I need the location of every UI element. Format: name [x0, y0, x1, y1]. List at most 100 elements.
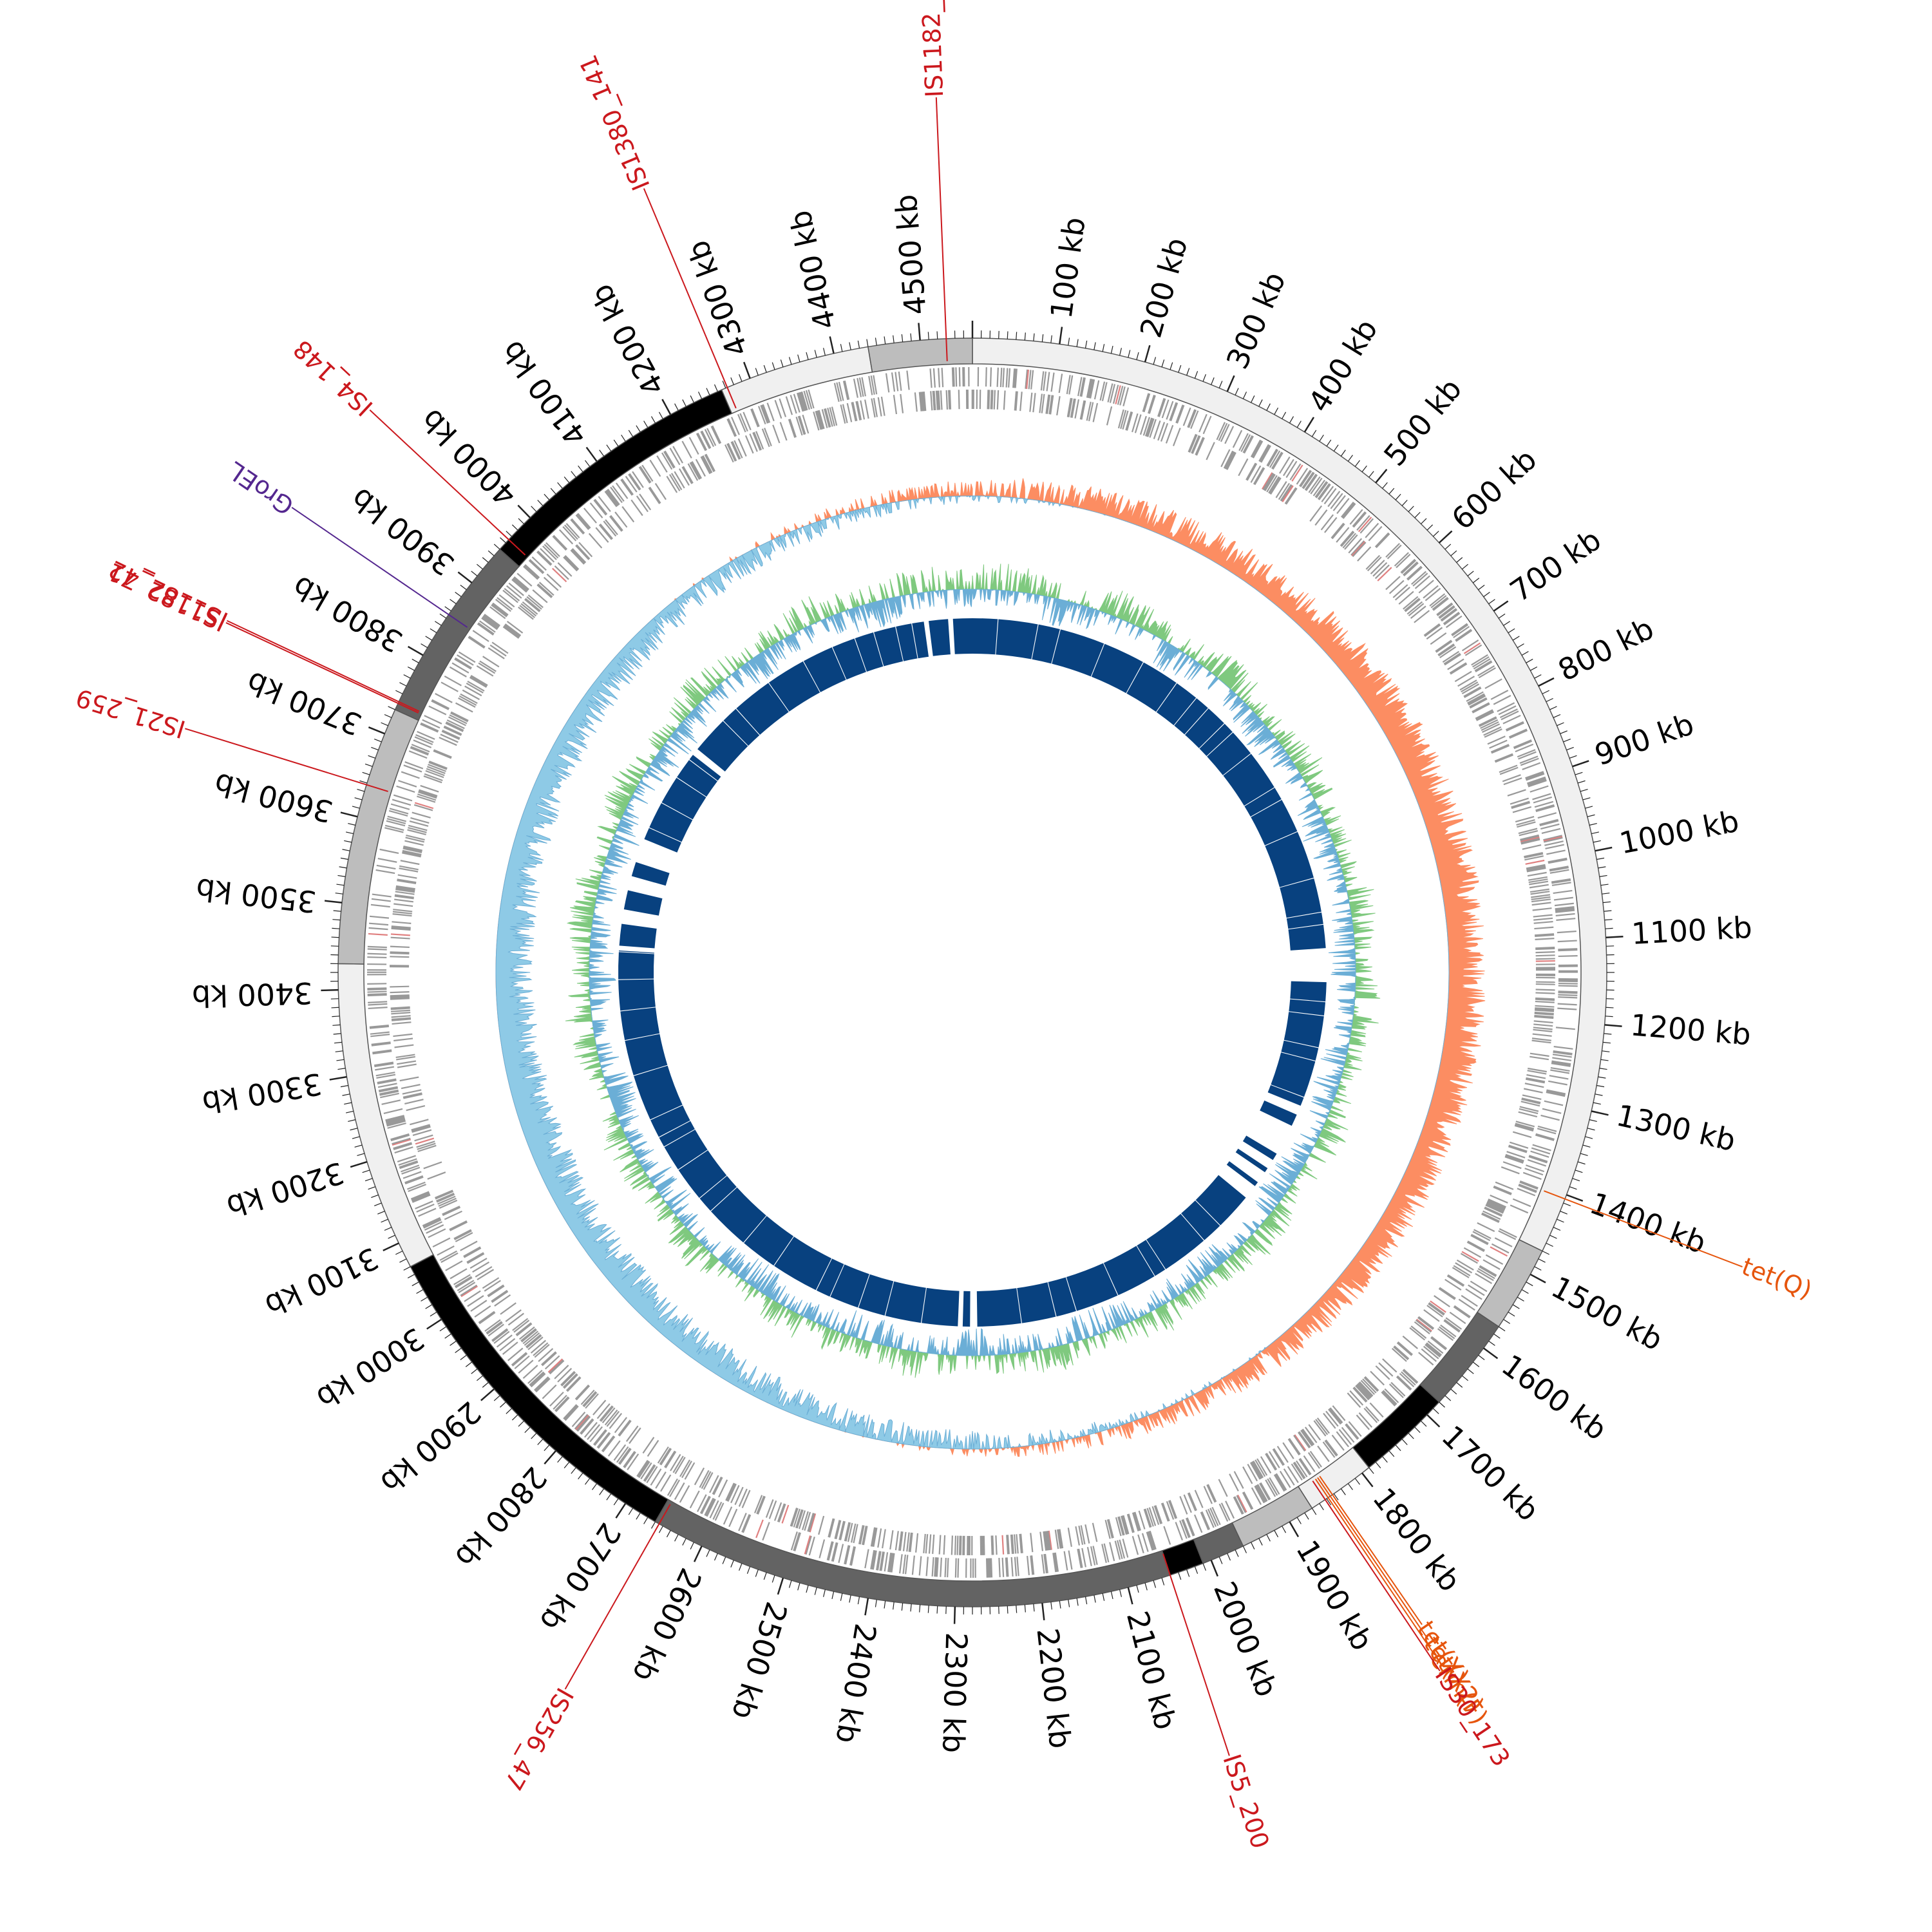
gene-mark [458, 697, 476, 708]
gene-mark [474, 1305, 491, 1318]
gene-mark [1439, 1287, 1456, 1300]
gene-mark [439, 737, 457, 746]
tick-label: 2300 kb [936, 1632, 974, 1754]
gene-mark [580, 1389, 595, 1405]
gene-mark [445, 1260, 463, 1271]
gene-mark [440, 1252, 459, 1264]
gene-mark [390, 1007, 410, 1010]
gene-mark [1166, 401, 1174, 420]
minor-tick [439, 1326, 447, 1332]
gene-mark [1305, 474, 1318, 491]
gene-mark [1510, 1204, 1529, 1214]
tick-label: 2500 kb [725, 1598, 795, 1723]
gene-mark [941, 368, 944, 388]
gene-mark [427, 1171, 446, 1180]
gene-mark [898, 371, 902, 391]
gene-mark [396, 785, 415, 793]
gene-mark [1520, 757, 1539, 766]
gene-mark [1555, 1027, 1575, 1030]
minor-tick [1068, 1599, 1070, 1607]
gene-mark [410, 747, 429, 756]
gene-mark [1471, 1233, 1489, 1244]
gene-mark [756, 1495, 765, 1515]
gene-mark [393, 898, 414, 903]
gene-mark [416, 795, 436, 803]
major-tick [661, 399, 672, 415]
synteny-block [832, 638, 866, 680]
gene-mark [664, 1450, 676, 1468]
gene-mark [726, 1483, 736, 1502]
gene-mark [683, 466, 694, 484]
gene-mark [1370, 560, 1385, 574]
minor-tick [331, 1007, 339, 1009]
gene-mark [1269, 1477, 1280, 1495]
gene-mark [862, 1526, 867, 1545]
gene-mark [1430, 595, 1447, 609]
gene-mark [1374, 564, 1390, 580]
gene-mark [1460, 1253, 1478, 1264]
gene-mark [379, 848, 399, 855]
minor-tick [416, 1289, 424, 1294]
gene-mark [464, 1290, 481, 1302]
minor-tick [1119, 348, 1122, 356]
gene-mark [422, 1218, 441, 1228]
gene-mark [397, 1060, 417, 1065]
minor-tick [407, 666, 415, 671]
gene-mark [1264, 473, 1276, 491]
minor-tick [1439, 1401, 1445, 1408]
gene-mark [911, 1555, 915, 1575]
gene-mark [519, 605, 535, 618]
gene-mark [1302, 1428, 1315, 1445]
gene-mark [390, 998, 410, 1000]
gene-mark [1402, 1369, 1418, 1384]
gene-mark [399, 1160, 418, 1168]
major-tick [1127, 1587, 1133, 1605]
gene-mark [726, 443, 736, 462]
gene-mark [390, 803, 410, 810]
gene-mark [481, 617, 498, 630]
gene-mark [1039, 393, 1043, 413]
minor-tick [1153, 1580, 1157, 1588]
gene-mark [844, 1522, 850, 1542]
minor-tick [1102, 344, 1105, 352]
gene-mark [475, 1266, 493, 1278]
minor-tick [332, 1016, 340, 1018]
gene-mark [1486, 1202, 1505, 1212]
gene-mark [943, 1535, 946, 1555]
gene-mark [390, 956, 410, 958]
gene-mark [696, 433, 706, 451]
gene-mark [533, 1342, 549, 1356]
gene-mark [554, 565, 569, 580]
gene-mark [470, 1300, 488, 1312]
gene-mark [424, 773, 443, 782]
gene-mark [1486, 1203, 1504, 1213]
gene-mark [1315, 1419, 1329, 1435]
gene-mark [689, 1490, 700, 1509]
gene-mark [496, 1334, 513, 1348]
gene-mark [442, 1206, 461, 1217]
gene-mark [1530, 1056, 1549, 1061]
gene-mark [1001, 1557, 1005, 1577]
gene-mark [834, 1520, 840, 1539]
minor-tick [1605, 1016, 1613, 1018]
gene-mark [436, 1193, 455, 1202]
minor-tick [1084, 340, 1088, 348]
tick-label: 4500 kb [888, 193, 933, 316]
minor-tick [1549, 706, 1557, 710]
minor-tick [471, 1368, 478, 1374]
gene-mark [794, 1532, 801, 1551]
gene-mark [1058, 374, 1063, 393]
gene-mark [507, 1312, 524, 1326]
gene-mark [369, 1025, 389, 1029]
tick-label: 2700 kb [533, 1517, 628, 1637]
gene-mark [1449, 662, 1467, 674]
gene-mark [377, 1079, 397, 1084]
minor-tick [1128, 350, 1131, 358]
gene-mark [564, 524, 578, 540]
tick-label: 3800 kb [287, 569, 408, 659]
gene-mark [1535, 804, 1555, 811]
minor-tick [388, 706, 395, 710]
gene-mark [1088, 379, 1094, 399]
gene-mark [1524, 851, 1543, 858]
gene-mark [1087, 379, 1093, 399]
